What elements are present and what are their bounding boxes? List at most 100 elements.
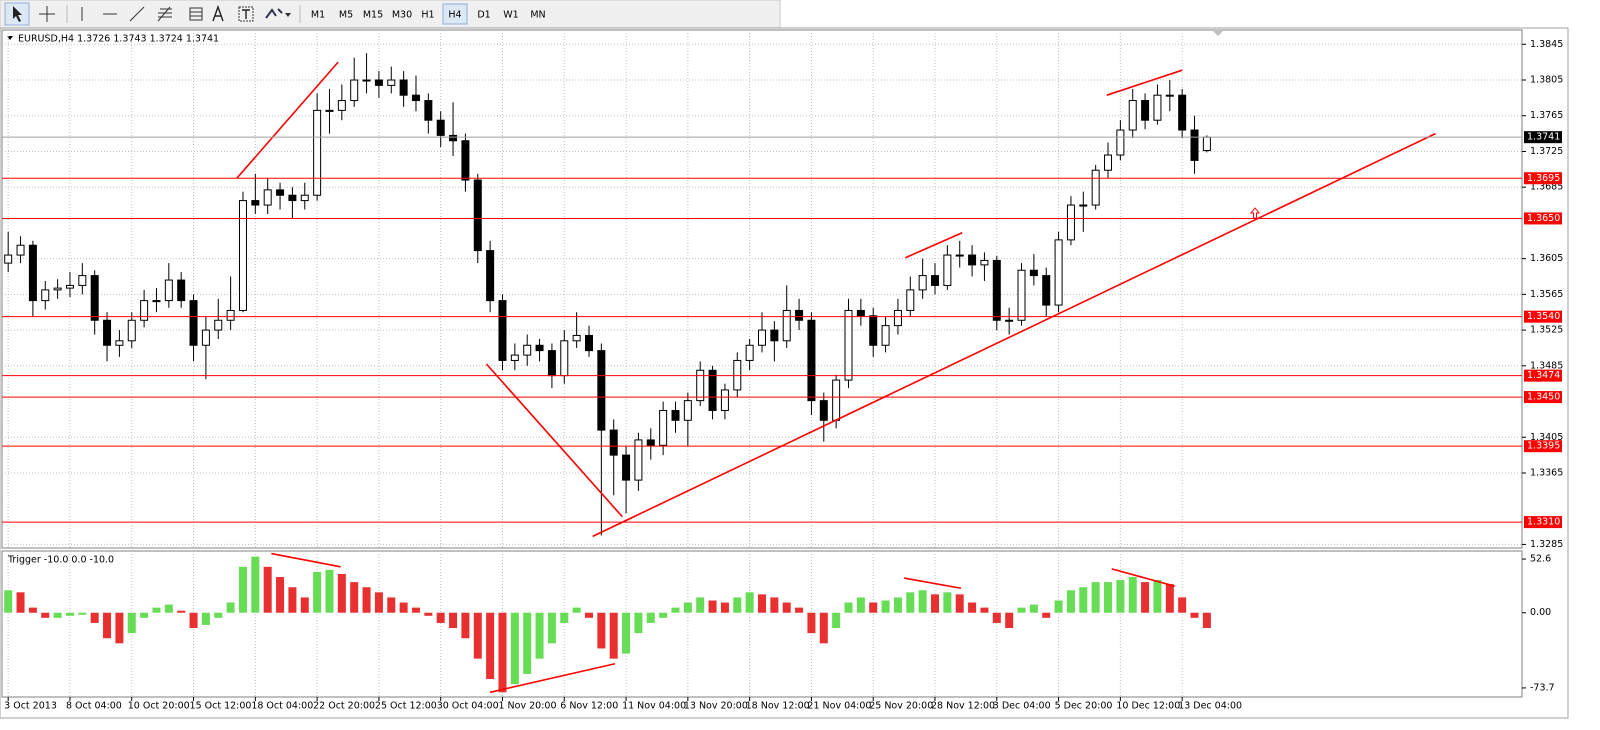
y-tick-label: -73.7 [1530, 682, 1555, 693]
x-tick-label: 6 Nov 12:00 [560, 701, 618, 712]
shapes-button[interactable] [265, 8, 283, 19]
channel-button[interactable] [157, 6, 172, 22]
candle-body [782, 309, 791, 342]
candle-body [65, 284, 74, 289]
candle-body [164, 279, 173, 302]
histogram-bar [28, 607, 37, 613]
histogram-bar [918, 590, 927, 613]
label-button[interactable] [238, 6, 254, 22]
fibo-button[interactable] [189, 7, 203, 21]
histogram-bar [1104, 582, 1113, 613]
histogram-bar [955, 594, 964, 613]
candle-body [943, 254, 952, 286]
y-tick-label: 1.3285 [1530, 539, 1563, 550]
candle-body [127, 319, 136, 342]
timeframe-button[interactable]: H4 [448, 10, 461, 21]
y-tick-label: 1.3845 [1530, 39, 1563, 50]
candle-body [869, 315, 878, 346]
trendline [592, 132, 1436, 538]
y-tick-label: 52.6 [1530, 554, 1551, 565]
cursor-icon [13, 6, 22, 22]
candle-body [683, 400, 692, 421]
histogram-bar [782, 602, 791, 613]
candle-body [115, 340, 124, 346]
histogram-bar [659, 612, 668, 618]
candle-body [646, 439, 655, 446]
timeframe-button[interactable]: H1 [421, 10, 434, 21]
x-tick-label: 8 Oct 04:00 [66, 701, 122, 712]
candle-body [140, 300, 149, 321]
histogram-bar [201, 612, 210, 625]
text-button[interactable] [212, 4, 224, 22]
histogram-bar [1178, 597, 1187, 613]
candle-body [671, 409, 680, 421]
trendline [1111, 568, 1175, 587]
timeframe-button[interactable]: D1 [477, 10, 490, 21]
x-tick-label: 18 Oct 04:00 [251, 701, 313, 712]
candle-body [276, 189, 285, 196]
x-tick-label: 3 Oct 2013 [4, 701, 57, 712]
candle-body [1141, 100, 1150, 121]
histogram-bar [238, 566, 247, 613]
candle-body [758, 329, 766, 346]
y-tick-label: 1.3405 [1530, 432, 1563, 443]
x-tick-label: 13 Dec 04:00 [1178, 701, 1242, 712]
histogram-bar [164, 604, 173, 613]
timeframe-button[interactable]: M15 [363, 10, 383, 21]
candle-body [1128, 100, 1137, 131]
candle-body [572, 334, 581, 342]
histogram-bar [869, 602, 878, 613]
candle-body [807, 319, 816, 402]
x-tick-label: 22 Oct 20:00 [313, 701, 375, 712]
histogram-bar [1017, 607, 1026, 613]
candle-body [313, 109, 322, 196]
timeframe-button[interactable]: W1 [503, 10, 518, 21]
candle-body [78, 275, 87, 286]
histogram-bar [251, 556, 260, 613]
histogram-bar [807, 612, 816, 634]
crosshair-button[interactable] [39, 6, 55, 22]
timeframe-button[interactable]: M1 [311, 10, 325, 21]
candle-body [1190, 129, 1199, 161]
histogram-bar [906, 592, 915, 613]
histogram-bar [671, 607, 680, 613]
timeframe-button[interactable]: M5 [339, 10, 353, 21]
timeframe-button[interactable]: M30 [392, 10, 412, 21]
histogram-bar [1190, 612, 1199, 618]
candle-body [1042, 275, 1051, 306]
histogram-bar [115, 612, 124, 644]
trendline [903, 577, 962, 590]
histogram-bar [152, 607, 161, 613]
histogram-bar [535, 612, 544, 659]
x-tick-label: 11 Nov 04:00 [622, 701, 686, 712]
candle-body [189, 300, 198, 346]
candle-body [720, 389, 729, 411]
histogram-bar [708, 600, 717, 613]
histogram-bar [609, 612, 618, 659]
histogram-bar [424, 612, 433, 616]
histogram-bar [1091, 582, 1100, 613]
trendline [271, 552, 341, 568]
candle-body [461, 140, 470, 181]
candle-body [449, 134, 458, 142]
histogram-bar [1029, 604, 1038, 613]
histogram-bar [856, 597, 865, 613]
candle-body [263, 189, 272, 206]
pane-frame [1, 550, 1523, 698]
level-label: 1.3450 [1527, 392, 1560, 403]
trendline-button[interactable] [129, 6, 145, 22]
histogram-bar [893, 597, 902, 613]
timeframe-button[interactable]: MN [530, 10, 545, 21]
candle-body [856, 309, 865, 317]
trendline [236, 61, 339, 179]
candle-body [844, 309, 853, 381]
histogram-bar [41, 612, 50, 618]
candle-body [238, 200, 247, 311]
histogram-bar [720, 602, 729, 613]
histogram-bar [844, 602, 853, 613]
trendline [905, 232, 963, 259]
candle-body [622, 454, 631, 481]
candle-body [90, 275, 99, 321]
candle-body [931, 275, 940, 286]
pane-frame [1, 29, 1523, 549]
